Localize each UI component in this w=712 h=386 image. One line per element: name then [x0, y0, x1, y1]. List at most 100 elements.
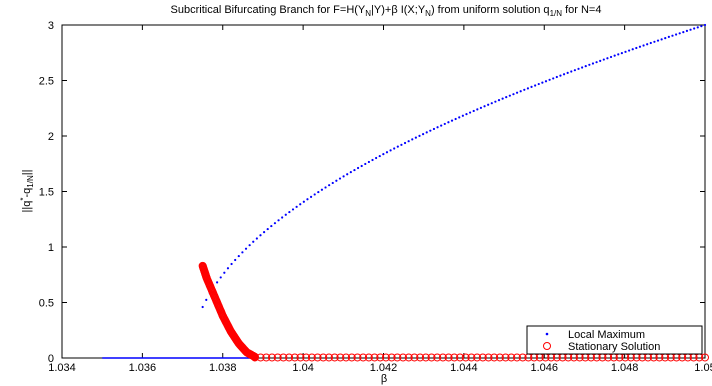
x-tick-label: 1.046 [530, 362, 558, 374]
local-maximum-point [360, 164, 363, 168]
local-maximum-point [335, 179, 338, 182]
local-maximum-point [266, 227, 269, 231]
local-maximum-point [494, 100, 497, 103]
stationary-solution-point [484, 353, 493, 362]
local-maximum-point [620, 51, 623, 55]
local-maximum-point [385, 151, 389, 154]
local-maximum-point [219, 276, 222, 279]
local-maximum-point [262, 231, 266, 234]
x-tick-label: 1.044 [450, 362, 478, 374]
local-maximum-point [324, 186, 327, 189]
local-maximum-point [472, 109, 475, 113]
x-tick-label: 1.034 [48, 362, 76, 374]
local-maximum-point [432, 127, 436, 131]
local-maximum-point [497, 99, 501, 102]
y-tick-label: 3 [48, 20, 54, 32]
local-maximum-point [700, 25, 703, 28]
local-maximum-point [505, 96, 508, 99]
local-maximum-point [403, 141, 407, 145]
stationary-solution-point [444, 353, 453, 362]
stationary-solution-point [364, 353, 373, 362]
stationary-solution-point [296, 353, 305, 362]
stationary-solution-point [512, 353, 521, 362]
local-maximum-point [628, 49, 631, 52]
local-maximum-point [252, 240, 255, 243]
y-tick-label: 1.5 [39, 187, 54, 199]
local-maximum-point [530, 85, 533, 89]
local-maximum-point [682, 30, 685, 34]
stationary-solution-point [307, 353, 316, 362]
stationary-solution-point [450, 353, 459, 362]
local-maximum-point [599, 59, 602, 62]
title-subscript-2: N [425, 9, 431, 18]
local-maximum-point [338, 177, 342, 180]
series-stationary-solution [198, 261, 709, 362]
local-maximum-point [566, 71, 569, 74]
local-maximum-point [678, 32, 681, 35]
local-maximum-point [631, 48, 634, 51]
local-maximum-point [541, 81, 544, 84]
y-tick-label: 0.5 [39, 298, 54, 310]
local-maximum-point [664, 37, 667, 40]
local-maximum-point [479, 106, 483, 109]
local-maximum-point [244, 247, 248, 250]
y-tick-label: 2 [48, 131, 54, 143]
local-maximum-point [425, 131, 428, 134]
local-maximum-point [450, 119, 454, 122]
stationary-solution-point [399, 353, 408, 362]
stationary-solution-point [250, 353, 259, 362]
local-maximum-point [302, 200, 305, 203]
local-maximum-point [559, 74, 562, 77]
series-layer [102, 23, 709, 362]
stationary-solution-point [262, 353, 271, 362]
local-maximum-point [476, 108, 479, 111]
local-maximum-point [371, 158, 374, 162]
stationary-solution-point [467, 353, 476, 362]
stationary-solution-point [421, 353, 430, 362]
stationary-solution-point [701, 353, 709, 362]
local-maximum-point [487, 103, 490, 106]
local-maximum-point [205, 298, 208, 301]
local-maximum-point [273, 222, 277, 225]
local-maximum-point [461, 114, 464, 117]
local-maximum-point [230, 262, 233, 266]
x-tick-label: 1.042 [370, 362, 398, 374]
stationary-solution-point [302, 353, 311, 362]
local-maximum-point [411, 138, 414, 141]
local-maximum-point [378, 154, 381, 158]
local-maximum-point [270, 224, 273, 228]
local-maximum-point [201, 305, 204, 309]
stationary-solution-point [330, 353, 339, 362]
local-maximum-point [577, 67, 580, 70]
local-maximum-point [508, 94, 511, 97]
local-maximum-point [534, 84, 537, 87]
local-maximum-point [501, 97, 504, 100]
stationary-solution-point [518, 353, 527, 362]
title-subscript-3: 1/N [550, 9, 563, 18]
stationary-solution-point [478, 353, 487, 362]
stationary-solution-point [370, 353, 379, 362]
stationary-solution-point [416, 353, 425, 362]
local-maximum-point [295, 205, 298, 208]
local-maximum-point [367, 160, 370, 164]
local-maximum-point [342, 175, 345, 178]
local-maximum-point [281, 216, 284, 219]
local-maximum-point [653, 40, 656, 43]
local-maximum-point [328, 184, 331, 187]
stationary-solution-point [324, 353, 333, 362]
x-tick-label: 1.038 [209, 362, 237, 374]
stationary-solution-point [359, 353, 368, 362]
x-tick-label: 1.05 [694, 362, 712, 374]
legend-box [526, 325, 703, 355]
local-maximum-point [523, 88, 526, 91]
local-maximum-point [613, 54, 616, 57]
x-tick-label: 1.036 [129, 362, 157, 374]
local-maximum-point [562, 73, 566, 76]
local-maximum-point [407, 140, 410, 143]
stationary-solution-point [342, 353, 351, 362]
local-maximum-point [515, 91, 519, 94]
local-maximum-point [490, 102, 493, 105]
local-maximum-point [703, 23, 707, 27]
stationary-solution-point [461, 353, 470, 362]
local-maximum-point [454, 117, 457, 121]
